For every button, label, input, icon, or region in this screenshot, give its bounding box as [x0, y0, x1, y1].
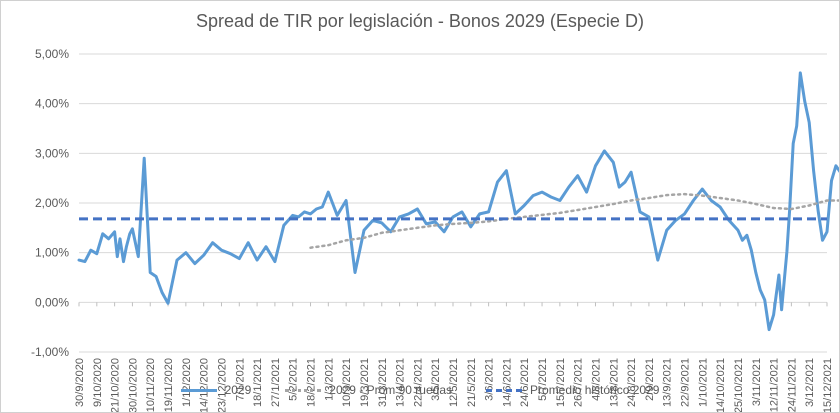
x-tick-label: 14/10/2021 [715, 358, 727, 412]
x-tick-label: 12/11/2021 [769, 358, 781, 412]
legend-label: 2029 - Prom 90 ruedas [329, 383, 453, 397]
series-line-2029 [77, 71, 839, 332]
x-tick-label: 3/5/2021 [430, 358, 442, 401]
chart-title: Spread de TIR por legislación - Bonos 20… [196, 11, 644, 31]
legend-swatch-dashed [486, 388, 523, 392]
x-tick-label: 31/3/2021 [377, 358, 389, 407]
x-tick-label: 14/6/2021 [501, 358, 513, 407]
chart-legend: 2029 2029 - Prom 90 ruedas Promedio hist… [1, 383, 839, 397]
x-tick-label: 3/11/2021 [751, 358, 763, 406]
y-tick-label: 5,00% [35, 47, 69, 61]
y-tick-label: 3,00% [35, 146, 69, 160]
legend-swatch-solid [180, 388, 217, 392]
x-tick-label: 13/9/2021 [662, 358, 674, 407]
series-line-prom-90 [309, 192, 839, 249]
x-tick-label: 3/12/2021 [804, 358, 816, 407]
x-tick-label: 30/10/2020 [127, 358, 139, 412]
x-tick-label: 10/11/2020 [145, 358, 157, 412]
x-tick-label: 27/1/2021 [270, 358, 282, 407]
legend-label: Promedio histórico 2029 [530, 383, 660, 397]
x-tick-label: 26/7/2021 [573, 358, 585, 407]
x-tick-label: 24/6/2021 [519, 358, 531, 407]
x-tick-label: 10/3/2021 [341, 358, 353, 407]
x-tick-label: 13/4/2021 [395, 358, 407, 407]
x-tick-label: 18/1/2021 [252, 358, 264, 407]
y-tick-label: -1,00% [31, 345, 69, 359]
x-tick-label: 15/7/2021 [555, 358, 567, 407]
x-tick-label: 18/2/2021 [306, 358, 318, 407]
y-tick-label: 2,00% [35, 196, 69, 210]
y-tick-label: 4,00% [35, 97, 69, 111]
x-tick-label: 1/3/2021 [323, 358, 335, 401]
y-tick-label: 0,00% [35, 295, 69, 309]
x-tick-label: 5/7/2021 [537, 358, 549, 401]
x-tick-label: 12/5/2021 [448, 358, 460, 407]
x-tick-label: 1/10/2021 [697, 358, 709, 407]
x-tick-label: 4/8/2021 [590, 358, 602, 401]
x-tick-label: 13/8/2021 [608, 358, 620, 407]
y-tick-label: 1,00% [35, 246, 69, 260]
legend-swatch-dotted [285, 388, 322, 392]
legend-item-prom-90: 2029 - Prom 90 ruedas [285, 383, 452, 397]
x-tick-label: 21/5/2021 [466, 358, 478, 407]
x-tick-label: 24/11/2021 [786, 358, 798, 412]
legend-label: 2029 [224, 383, 252, 397]
x-tick-label: 14/12/2020 [199, 358, 211, 412]
x-tick-label: 24/8/2021 [626, 358, 638, 407]
x-tick-label: 9/10/2020 [92, 358, 104, 407]
legend-item-2029: 2029 [180, 383, 252, 397]
x-tick-label: 2/9/2021 [644, 358, 656, 401]
x-tick-label: 22/4/2021 [412, 358, 424, 407]
x-tick-label: 19/11/2020 [163, 358, 175, 412]
x-tick-label: 30/9/2020 [74, 358, 86, 407]
x-tick-label: 7/1/2021 [234, 358, 246, 401]
x-tick-label: 21/10/2020 [110, 358, 122, 412]
legend-item-promedio-historico: Promedio histórico 2029 [486, 383, 659, 397]
x-tick-label: 23/12/2020 [216, 358, 228, 412]
x-tick-label: 19/3/2021 [359, 358, 371, 407]
x-tick-label: 22/9/2021 [680, 358, 692, 407]
x-tick-label: 25/10/2021 [733, 358, 745, 412]
x-tick-label: 15/12/2021 [822, 358, 834, 412]
x-tick-label: 1/12/2020 [181, 358, 193, 407]
